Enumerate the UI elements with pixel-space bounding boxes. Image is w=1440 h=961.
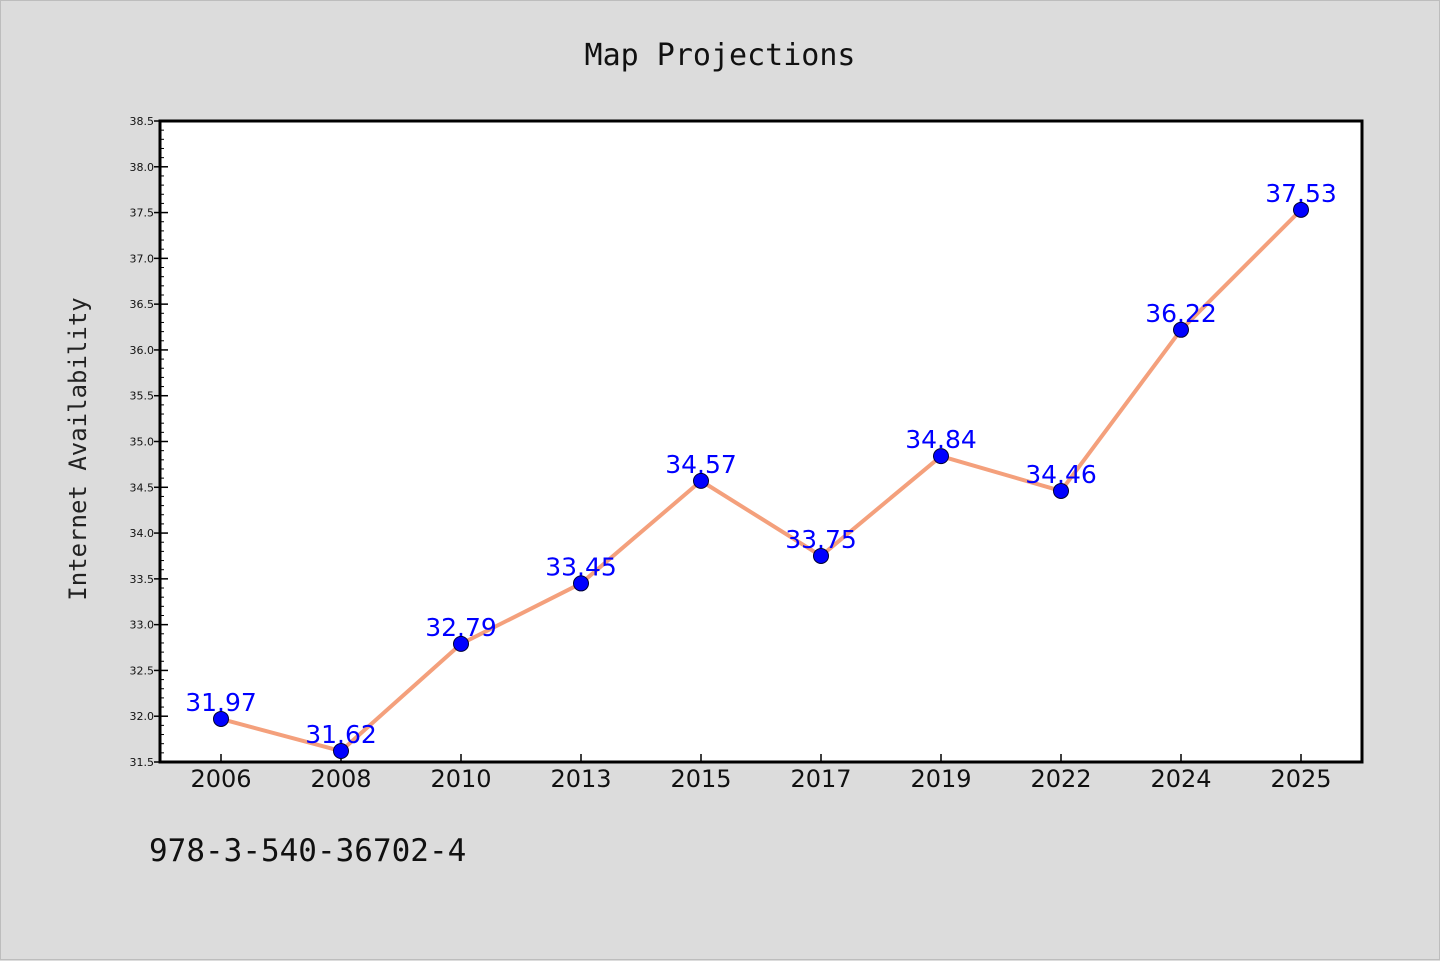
x-tick-label: 2025 xyxy=(1270,765,1331,793)
data-label: 32.79 xyxy=(425,613,497,642)
y-tick-label: 35.0 xyxy=(130,436,155,449)
y-tick-label: 38.5 xyxy=(130,115,155,128)
y-tick-label: 37.5 xyxy=(130,207,155,220)
data-point xyxy=(933,448,949,465)
chart-title: Map Projections xyxy=(585,38,856,73)
y-axis-ticks: 31.5 32.0 32.5 33.0 33.5 34.0 34.5 35.0 35.5 36.0… xyxy=(130,115,168,769)
x-tick-label: 2017 xyxy=(790,765,851,793)
x-tick-label: 2024 xyxy=(1150,765,1211,793)
data-point xyxy=(813,547,829,564)
x-tick-label: 2019 xyxy=(910,765,971,793)
y-tick-label: 34.5 xyxy=(130,481,155,494)
data-point xyxy=(1173,321,1189,338)
data-point xyxy=(333,743,349,760)
y-tick-label: 32.5 xyxy=(130,664,155,677)
data-labels: 31.97 31.62 32.79 33.45 34.57 33.75 34.84 34.46… xyxy=(185,179,1337,749)
y-tick-label: 36.5 xyxy=(130,298,155,311)
data-label: 34.84 xyxy=(905,425,977,454)
data-point xyxy=(213,710,229,727)
plot-area xyxy=(158,119,1364,764)
x-tick-label: 2022 xyxy=(1030,765,1091,793)
data-label: 36.22 xyxy=(1145,299,1217,328)
y-minor-ticks xyxy=(160,129,164,754)
data-point xyxy=(573,575,589,592)
y-tick-label: 34.0 xyxy=(130,527,155,540)
data-label: 34.57 xyxy=(665,450,737,479)
x-tick-label: 2013 xyxy=(550,765,611,793)
y-tick-label: 31.5 xyxy=(130,756,155,769)
x-axis-ticks: 2006 2008 2010 2013 2015 2017 2019 2022 2024 2025 xyxy=(190,754,1332,793)
y-axis-label: Internet Availability xyxy=(64,297,92,600)
x-tick-label: 2008 xyxy=(310,765,371,793)
footnote-isbn: 978-3-540-36702-4 xyxy=(149,833,467,869)
y-tick-label: 37.0 xyxy=(130,252,155,265)
x-tick-label: 2006 xyxy=(190,765,251,793)
y-tick-label: 36.0 xyxy=(130,344,155,357)
y-tick-label: 33.0 xyxy=(130,619,155,632)
y-tick-label: 32.0 xyxy=(130,710,155,723)
series-markers xyxy=(213,201,1309,760)
y-tick-label: 38.0 xyxy=(130,161,155,174)
data-label: 37.53 xyxy=(1265,179,1337,208)
series-line xyxy=(219,207,1303,754)
data-point xyxy=(1293,201,1309,218)
x-tick-label: 2010 xyxy=(430,765,491,793)
x-tick-label: 2015 xyxy=(670,765,731,793)
data-point xyxy=(1053,482,1069,499)
data-point xyxy=(693,472,709,489)
data-label: 31.62 xyxy=(305,720,377,749)
series-lines xyxy=(219,207,1303,754)
data-label: 33.75 xyxy=(785,525,857,554)
y-tick-label: 35.5 xyxy=(130,390,155,403)
y-tick-label: 33.5 xyxy=(130,573,155,586)
data-point xyxy=(453,635,469,652)
data-label: 34.46 xyxy=(1025,460,1097,489)
data-label: 31.97 xyxy=(185,688,257,717)
data-label: 33.45 xyxy=(545,552,617,581)
